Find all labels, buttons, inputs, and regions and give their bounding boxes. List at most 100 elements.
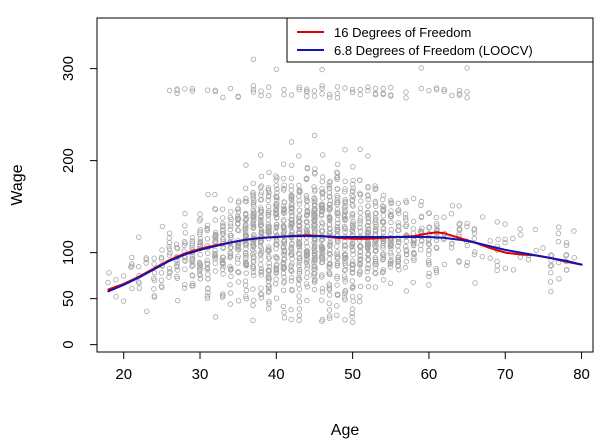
legend: 16 Degrees of Freedom 6.8 Degrees of Fre… [286,17,594,63]
y-tick-label: 0 [60,340,77,348]
scatter-point [563,252,569,259]
scatter-point [326,307,333,313]
scatter-point [281,265,287,271]
scatter-point [273,295,280,301]
scatter-point [304,207,310,214]
scatter-point [288,306,294,313]
legend-label-loocv: 6.8 Degrees of Freedom (LOOCV) [334,43,533,58]
scatter-point [555,238,562,245]
scatter-point [243,240,249,247]
scatter-point [471,235,477,242]
scatter-point [189,259,195,265]
scatter-point [257,243,264,250]
scatter-point [265,217,272,223]
scatter-point [227,290,234,296]
y-tick-label: 50 [60,290,77,307]
scatter-point [243,233,249,239]
scatter-point [380,245,386,251]
scatter-point [265,228,271,234]
scatter-point [266,189,272,196]
scatter-point [242,282,249,288]
scatter-point [471,227,477,233]
scatter-point [349,306,356,312]
scatter-point [334,243,340,249]
scatter-point [502,239,508,246]
scatter-point [388,257,394,264]
scatter-point [471,230,478,236]
scatter-point [219,215,226,221]
scatter-point [166,239,173,246]
scatter-point [327,217,333,224]
scatter-point [373,216,379,223]
scatter-point [212,206,219,213]
scatter-point [372,254,378,261]
scatter-point [182,210,188,217]
scatter-point [342,209,349,215]
scatter-point [357,293,363,300]
scatter-point [365,210,371,216]
scatter-point [289,249,295,255]
scatter-point [204,250,211,256]
scatter-point [281,182,287,188]
scatter-point [250,89,257,95]
scatter-point [281,207,287,213]
scatter-point [250,86,257,93]
scatter-point [319,66,325,73]
scatter-point [349,89,356,95]
scatter-point [266,301,272,307]
scatter-point [349,86,356,93]
scatter-point [250,297,257,304]
scatter-point [365,215,372,222]
scatter-point [395,259,401,265]
scatter-point [289,268,295,275]
scatter-point [319,204,325,211]
scatter-point [274,203,280,210]
scatter-point [418,65,424,71]
scatter-point [372,200,379,206]
scatter-point [197,262,203,268]
scatter-point [288,183,294,189]
scatter-point [174,245,181,252]
scatter-point [227,220,234,227]
scatter-point [281,247,287,254]
scatter-point [326,285,332,291]
scatter-point [166,243,172,250]
scatter-point [289,286,295,293]
scatter-point [189,88,196,94]
scatter-point [365,226,372,232]
scatter-point [174,297,181,304]
scatter-point [502,221,508,227]
scatter-point [243,296,249,302]
scatter-point [410,226,417,232]
scatter-point [334,95,341,101]
scatter-point [274,200,280,207]
scatter-point [174,275,180,282]
scatter-point [395,208,401,214]
scatter-point [441,261,448,268]
scatter-point [403,95,409,101]
scatter-point [418,198,425,205]
scatter-point [349,278,355,284]
scatter-point [288,204,295,211]
scatter-point [304,175,310,181]
scatter-point [182,281,188,288]
scatter-point [243,287,250,294]
scatter-point [258,189,265,196]
scatter-point [289,162,295,169]
scatter-point [334,260,341,266]
legend-box [286,17,594,63]
scatter-point [334,169,340,175]
scatter-point [388,231,394,237]
scatter-point [449,241,455,247]
scatter-point [220,260,226,266]
scatter-point [357,146,363,152]
scatter-point [265,289,272,295]
scatter-point [365,87,371,94]
scatter-point [250,286,256,292]
scatter-point [349,222,356,229]
scatter-point [265,235,272,242]
scatter-point [296,213,303,219]
scatter-point [342,243,348,249]
scatter-point [357,190,363,196]
scatter-point [166,235,172,241]
